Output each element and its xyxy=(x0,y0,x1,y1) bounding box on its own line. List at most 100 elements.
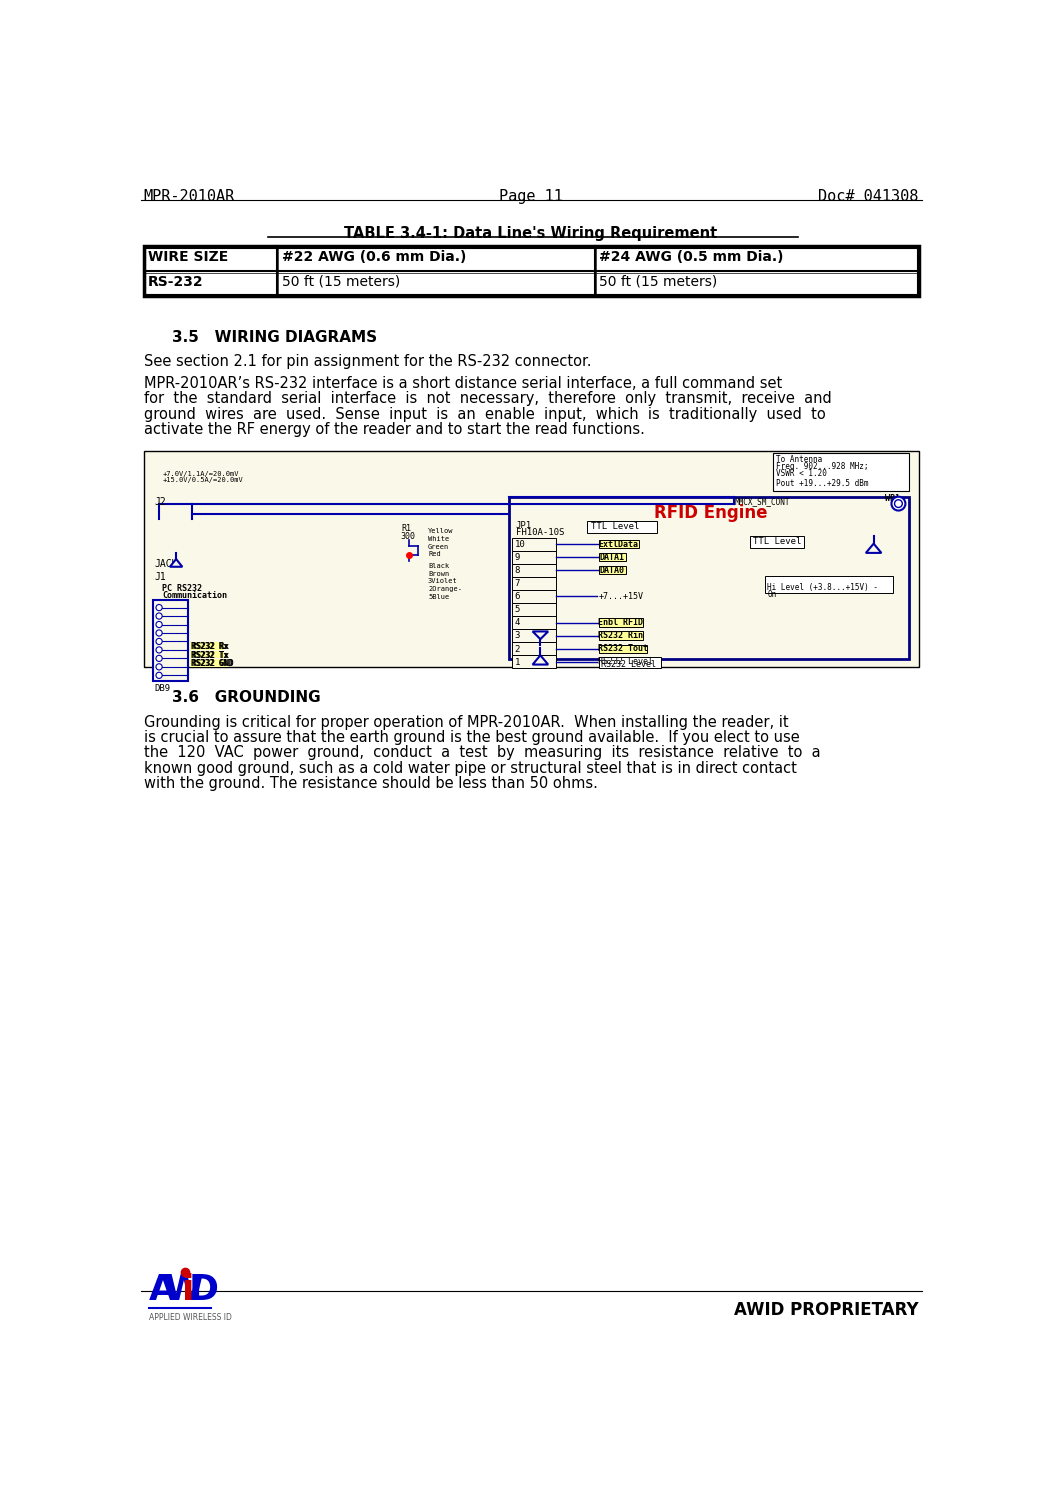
Bar xyxy=(190,651,224,658)
Bar xyxy=(512,630,556,642)
Text: #24 AWG (0.5 mm Dia.): #24 AWG (0.5 mm Dia.) xyxy=(599,250,784,264)
Polygon shape xyxy=(533,655,549,664)
Text: PC RS232: PC RS232 xyxy=(162,585,202,594)
Bar xyxy=(587,521,656,533)
Text: 3Violet: 3Violet xyxy=(428,578,457,584)
Ellipse shape xyxy=(156,655,162,661)
Text: FH10A-10S: FH10A-10S xyxy=(515,529,564,538)
Text: Hi Level (+3.8...+15V) -: Hi Level (+3.8...+15V) - xyxy=(767,584,878,593)
Text: 1: 1 xyxy=(514,658,521,667)
Text: Brown: Brown xyxy=(428,570,449,576)
Text: 7: 7 xyxy=(514,579,521,588)
Text: Red: Red xyxy=(428,551,441,557)
Text: APPLIED WIRELESS ID: APPLIED WIRELESS ID xyxy=(149,1313,232,1322)
Text: MMCX_SM_CONT: MMCX_SM_CONT xyxy=(734,497,789,506)
Polygon shape xyxy=(533,631,549,639)
Text: D: D xyxy=(189,1273,219,1307)
Ellipse shape xyxy=(156,613,162,619)
Text: AWID PROPRIETARY: AWID PROPRIETARY xyxy=(734,1301,919,1319)
Bar xyxy=(512,655,556,669)
Text: 2Orange-: 2Orange- xyxy=(428,587,463,593)
Text: +7...+15V: +7...+15V xyxy=(598,593,644,602)
Ellipse shape xyxy=(156,605,162,610)
Text: 300: 300 xyxy=(401,532,416,541)
Text: TTL Level: TTL Level xyxy=(591,523,639,532)
Bar xyxy=(509,497,908,660)
Text: RS232 Tout: RS232 Tout xyxy=(598,645,648,654)
Text: WP1: WP1 xyxy=(886,494,900,503)
Text: 3: 3 xyxy=(514,631,521,640)
Bar xyxy=(512,551,556,564)
Text: 50 ft (15 meters): 50 ft (15 meters) xyxy=(599,275,718,289)
Text: Black: Black xyxy=(428,563,449,569)
Text: ExtlData: ExtlData xyxy=(598,539,639,548)
Text: +7.0V/1.1A/=20.0mV: +7.0V/1.1A/=20.0mV xyxy=(162,472,239,478)
Text: RS232 GND: RS232 GND xyxy=(191,660,232,669)
Text: Green: Green xyxy=(428,543,449,549)
Text: R1: R1 xyxy=(401,524,411,533)
Bar xyxy=(512,616,556,630)
Text: MPR-2010AR’s RS-232 interface is a short distance serial interface, a full comma: MPR-2010AR’s RS-232 interface is a short… xyxy=(143,375,782,390)
Bar xyxy=(773,453,908,491)
Text: is crucial to assure that the earth ground is the best ground available.  If you: is crucial to assure that the earth grou… xyxy=(143,730,800,744)
Text: Page 11: Page 11 xyxy=(499,189,563,204)
Text: RS232 Rx: RS232 Rx xyxy=(192,642,228,651)
Bar xyxy=(143,247,919,296)
Text: RS232 Tx: RS232 Tx xyxy=(191,651,228,660)
Text: Grounding is critical for proper operation of MPR-2010AR.  When installing the r: Grounding is critical for proper operati… xyxy=(143,715,788,730)
Text: 10: 10 xyxy=(514,541,526,549)
Ellipse shape xyxy=(156,630,162,636)
Text: 8: 8 xyxy=(514,566,521,575)
Text: DB9: DB9 xyxy=(155,683,170,692)
Bar xyxy=(512,642,556,655)
Text: with the ground. The resistance should be less than 50 ohms.: with the ground. The resistance should b… xyxy=(143,776,597,791)
Bar xyxy=(598,645,647,654)
Text: W: W xyxy=(164,1273,203,1307)
Text: RFID Engine: RFID Engine xyxy=(654,503,767,521)
Text: i: i xyxy=(181,1273,194,1307)
Ellipse shape xyxy=(156,621,162,627)
Text: White: White xyxy=(428,536,449,542)
Ellipse shape xyxy=(156,672,162,679)
Bar xyxy=(143,451,919,667)
Text: for  the  standard  serial  interface  is  not  necessary,  therefore  only  tra: for the standard serial interface is not… xyxy=(143,392,832,406)
Text: 50 ft (15 meters): 50 ft (15 meters) xyxy=(281,275,400,289)
Text: JACK: JACK xyxy=(155,558,178,569)
Ellipse shape xyxy=(156,664,162,670)
Text: Pout +19...+29.5 dBm: Pout +19...+29.5 dBm xyxy=(776,479,868,488)
Text: RS-232: RS-232 xyxy=(148,275,204,289)
Bar xyxy=(512,576,556,590)
Bar xyxy=(512,590,556,603)
Text: 9: 9 xyxy=(514,552,521,561)
Bar xyxy=(765,576,893,593)
Bar xyxy=(512,603,556,616)
Text: Freq. 902...928 MHz;: Freq. 902...928 MHz; xyxy=(776,462,868,471)
Text: To Antenna: To Antenna xyxy=(776,456,822,465)
Text: RS232 Rin: RS232 Rin xyxy=(598,631,643,640)
Text: 4: 4 xyxy=(514,618,521,627)
Bar xyxy=(750,536,804,548)
Ellipse shape xyxy=(156,646,162,654)
Text: TTL Level: TTL Level xyxy=(753,538,802,546)
Bar xyxy=(145,249,917,295)
Text: known good ground, such as a cold water pipe or structural steel that is in dire: known good ground, such as a cold water … xyxy=(143,761,796,776)
Ellipse shape xyxy=(156,639,162,645)
Bar xyxy=(152,600,188,680)
Text: the  120  VAC  power  ground,  conduct  a  test  by  measuring  its  resistance : the 120 VAC power ground, conduct a test… xyxy=(143,746,820,761)
Text: RS232 Level: RS232 Level xyxy=(598,657,653,667)
Polygon shape xyxy=(170,558,183,567)
Bar xyxy=(598,552,626,561)
Bar xyxy=(598,618,643,627)
Text: activate the RF energy of the reader and to start the read functions.: activate the RF energy of the reader and… xyxy=(143,421,644,436)
Text: A: A xyxy=(149,1273,177,1307)
Ellipse shape xyxy=(892,497,905,511)
Text: RS232 GND: RS232 GND xyxy=(192,660,233,669)
Bar xyxy=(512,538,556,551)
Text: J2: J2 xyxy=(155,497,166,508)
Polygon shape xyxy=(866,543,881,552)
Text: RS232 Tx: RS232 Tx xyxy=(192,651,228,660)
Text: On: On xyxy=(767,590,777,599)
Text: RS232 Level: RS232 Level xyxy=(600,660,655,670)
Text: ground  wires  are  used.  Sense  input  is  an  enable  input,  which  is  trad: ground wires are used. Sense input is an… xyxy=(143,406,825,421)
Text: 5Blue: 5Blue xyxy=(428,594,449,600)
